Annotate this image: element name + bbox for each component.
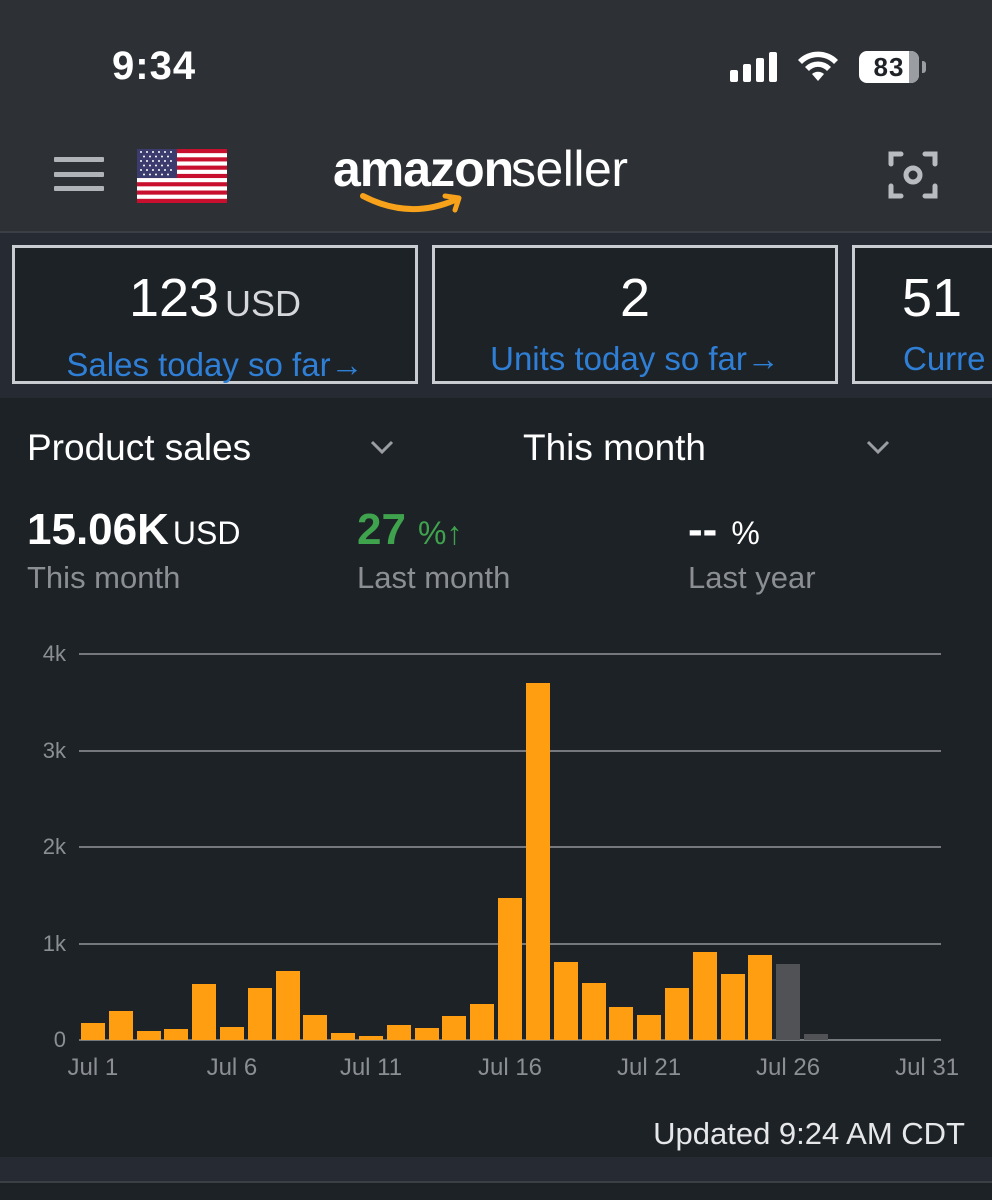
us-flag-icon[interactable] (137, 149, 227, 203)
battery-level: 83 (873, 51, 905, 82)
vs-last-month-label: Last month (357, 560, 511, 595)
current-metric-link[interactable]: Curre (903, 340, 986, 377)
camera-scan-icon[interactable] (888, 150, 938, 200)
status-icons: 83 (730, 50, 926, 84)
wifi-icon (798, 51, 838, 81)
app-header: 9:34 83 (0, 0, 992, 231)
status-time: 9:34 (112, 44, 197, 88)
chevron-down-icon[interactable] (367, 432, 397, 462)
logo-amazon-text: amazon (333, 141, 514, 197)
current-metric-card[interactable]: 51 Curre (852, 245, 992, 384)
total-sales-value: 15.06K USD (27, 505, 241, 554)
current-metric-value: 51 (902, 268, 963, 328)
amazon-seller-logo: amazon seller (333, 140, 663, 216)
units-today-card[interactable]: 2 Units today so far→ (432, 245, 838, 384)
metric-selector[interactable]: Product sales (27, 427, 252, 468)
units-today-value: 2 (619, 268, 651, 328)
sales-today-link[interactable]: Sales today so far→ (66, 346, 364, 383)
total-sales-label: This month (27, 560, 181, 595)
next-panel (0, 1185, 992, 1200)
vs-last-year-label: Last year (688, 560, 816, 595)
battery-icon: 83 (859, 51, 919, 83)
cellular-signal-icon (730, 52, 777, 82)
today-summary-cards: 123 USD Sales today so far→ 2 Units today… (0, 231, 992, 398)
logo-seller-text: seller (511, 141, 628, 197)
updated-timestamp: Updated 9:24 AM CDT (653, 1116, 965, 1151)
section-divider (0, 1157, 992, 1183)
units-today-link[interactable]: Units today so far→ (490, 340, 780, 377)
amazon-smile-icon (360, 193, 462, 213)
battery-nub (922, 61, 926, 73)
chevron-down-icon[interactable] (863, 432, 893, 462)
vs-last-month-value: 27 %↑ (357, 505, 463, 554)
hamburger-menu-icon[interactable] (54, 157, 104, 191)
period-selector[interactable]: This month (523, 427, 707, 468)
vs-last-year-value: --% (688, 505, 760, 554)
sales-today-value: 123 USD (128, 268, 302, 328)
sales-today-card[interactable]: 123 USD Sales today so far→ (12, 245, 418, 384)
